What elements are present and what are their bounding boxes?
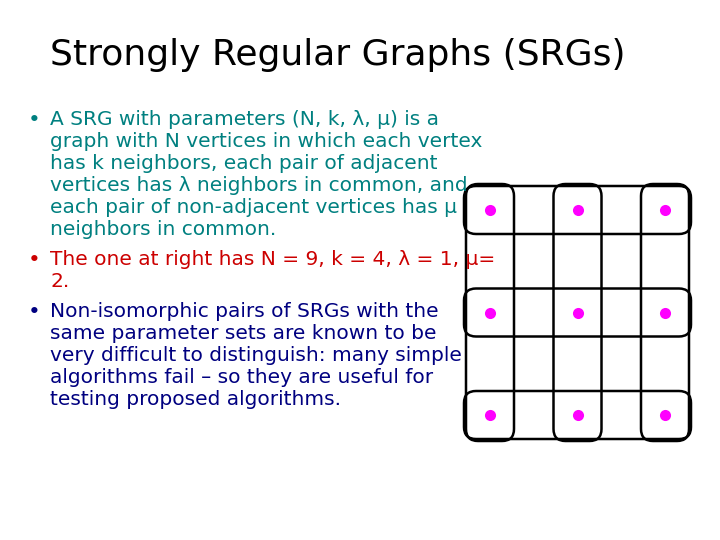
Text: graph with N vertices in which each vertex: graph with N vertices in which each vert… (50, 132, 482, 151)
Text: The one at right has N = 9, k = 4, λ = 1, μ=: The one at right has N = 9, k = 4, λ = 1… (50, 250, 495, 269)
Text: •: • (28, 302, 41, 322)
Text: Non-isomorphic pairs of SRGs with the: Non-isomorphic pairs of SRGs with the (50, 302, 438, 321)
Text: neighbors in common.: neighbors in common. (50, 220, 276, 239)
Text: A SRG with parameters (N, k, λ, μ) is a: A SRG with parameters (N, k, λ, μ) is a (50, 110, 439, 129)
Text: vertices has λ neighbors in common, and: vertices has λ neighbors in common, and (50, 176, 467, 195)
Text: has k neighbors, each pair of adjacent: has k neighbors, each pair of adjacent (50, 154, 438, 173)
Text: •: • (28, 250, 41, 270)
Text: testing proposed algorithms.: testing proposed algorithms. (50, 390, 341, 409)
Text: same parameter sets are known to be: same parameter sets are known to be (50, 324, 436, 343)
Text: 2.: 2. (50, 272, 69, 291)
Text: algorithms fail – so they are useful for: algorithms fail – so they are useful for (50, 368, 433, 387)
Text: very difficult to distinguish: many simple: very difficult to distinguish: many simp… (50, 346, 462, 365)
Text: •: • (28, 110, 41, 130)
Text: Strongly Regular Graphs (SRGs): Strongly Regular Graphs (SRGs) (50, 38, 626, 72)
Text: each pair of non-adjacent vertices has μ: each pair of non-adjacent vertices has μ (50, 198, 457, 217)
